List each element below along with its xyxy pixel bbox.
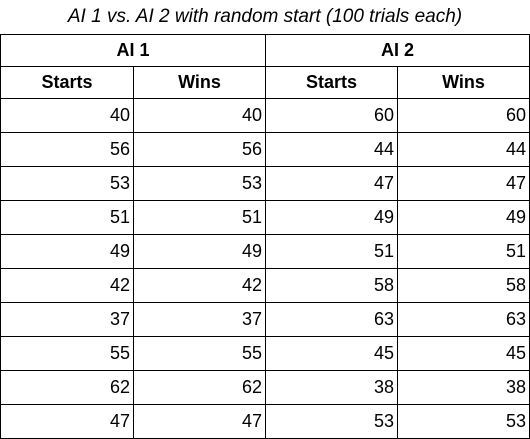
cell-ai1-starts: 42: [0, 268, 134, 303]
cell-ai2-wins: 44: [397, 132, 530, 167]
table-row: 49 49 51 51: [0, 234, 530, 269]
table-row: 40 40 60 60: [0, 98, 530, 133]
cell-ai1-starts: 49: [0, 234, 134, 269]
table-row: 51 51 49 49: [0, 200, 530, 235]
cell-ai2-wins: 49: [397, 200, 530, 235]
cell-ai2-starts: 47: [265, 166, 399, 201]
cell-ai1-wins: 42: [132, 268, 267, 303]
table-row: 62 62 38 38: [0, 370, 530, 405]
cell-ai2-wins: 38: [397, 370, 530, 405]
column-header-ai2-starts: Starts: [265, 66, 399, 99]
cell-ai2-wins: 60: [397, 98, 530, 133]
cell-ai2-starts: 53: [265, 404, 399, 439]
cell-ai2-wins: 53: [397, 404, 530, 439]
table-body: 40 40 60 60 56 56 44 44 53 53 47 47 51 51 49 49 49 49 51 51…: [0, 98, 530, 439]
group-header-ai1: AI 1: [0, 34, 267, 67]
group-header-row: AI 1 AI 2: [0, 34, 530, 67]
table-row: 55 55 45 45: [0, 336, 530, 371]
cell-ai1-starts: 53: [0, 166, 134, 201]
cell-ai1-starts: 62: [0, 370, 134, 405]
cell-ai1-wins: 56: [132, 132, 267, 167]
cell-ai1-wins: 37: [132, 302, 267, 337]
column-header-ai1-starts: Starts: [0, 66, 134, 99]
cell-ai2-starts: 60: [265, 98, 399, 133]
cell-ai2-starts: 45: [265, 336, 399, 371]
cell-ai2-wins: 58: [397, 268, 530, 303]
cell-ai2-wins: 45: [397, 336, 530, 371]
table-row: 42 42 58 58: [0, 268, 530, 303]
cell-ai2-wins: 51: [397, 234, 530, 269]
cell-ai1-starts: 56: [0, 132, 134, 167]
column-header-row: Starts Wins Starts Wins: [0, 66, 530, 99]
cell-ai1-starts: 55: [0, 336, 134, 371]
table-row: 47 47 53 53: [0, 404, 530, 439]
cell-ai1-wins: 51: [132, 200, 267, 235]
cell-ai1-wins: 53: [132, 166, 267, 201]
column-header-ai1-wins: Wins: [132, 66, 267, 99]
table-row: 37 37 63 63: [0, 302, 530, 337]
cell-ai2-starts: 44: [265, 132, 399, 167]
cell-ai1-starts: 51: [0, 200, 134, 235]
cell-ai1-starts: 37: [0, 302, 134, 337]
cell-ai1-wins: 62: [132, 370, 267, 405]
cell-ai1-starts: 40: [0, 98, 134, 133]
spreadsheet-table-view: AI 1 vs. AI 2 with random start (100 tri…: [0, 6, 530, 439]
column-header-ai2-wins: Wins: [397, 66, 530, 99]
cell-ai2-wins: 47: [397, 166, 530, 201]
cell-ai2-starts: 51: [265, 234, 399, 269]
cell-ai2-starts: 38: [265, 370, 399, 405]
table-row: 53 53 47 47: [0, 166, 530, 201]
cell-ai2-starts: 63: [265, 302, 399, 337]
table-title: AI 1 vs. AI 2 with random start (100 tri…: [67, 6, 463, 27]
cell-ai2-starts: 49: [265, 200, 399, 235]
cell-ai1-starts: 47: [0, 404, 134, 439]
group-header-ai2: AI 2: [265, 34, 530, 67]
cell-ai2-wins: 63: [397, 302, 530, 337]
cell-ai2-starts: 58: [265, 268, 399, 303]
results-table: AI 1 AI 2 Starts Wins Starts Wins 40 40 60…: [0, 34, 530, 439]
cell-ai1-wins: 49: [132, 234, 267, 269]
table-row: 56 56 44 44: [0, 132, 530, 167]
cell-ai1-wins: 47: [132, 404, 267, 439]
cell-ai1-wins: 40: [132, 98, 267, 133]
cell-ai1-wins: 55: [132, 336, 267, 371]
